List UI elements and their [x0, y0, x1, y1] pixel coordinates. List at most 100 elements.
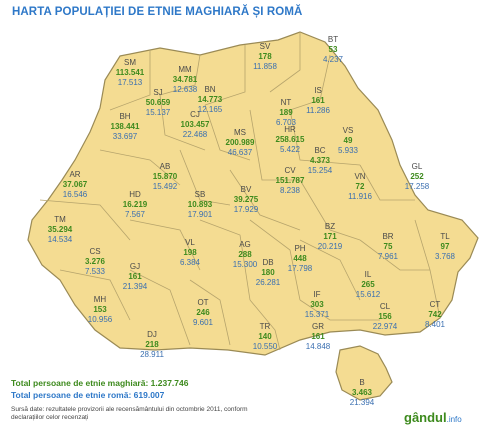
roma-count: 22.974 [372, 322, 398, 331]
roma-count: 15.137 [145, 108, 171, 117]
hungarian-count: 34.781 [172, 75, 198, 84]
county-ag: AG 288 15.300 [215, 240, 275, 270]
roma-count: 6.384 [179, 258, 201, 267]
county-bc: BC 4.373 15.254 [290, 146, 350, 176]
county-il: IL 265 15.612 [338, 270, 398, 300]
roma-count: 7.533 [84, 267, 106, 276]
roma-count: 14.848 [305, 342, 331, 351]
county-code: NT [280, 98, 292, 107]
county-sm: SM 113.541 17.513 [100, 58, 160, 88]
hungarian-count: 3.276 [84, 257, 106, 266]
roma-count: 17.798 [287, 264, 313, 273]
county-br: BR 75 7.961 [358, 232, 418, 262]
hungarian-count: 218 [145, 340, 159, 349]
roma-count: 11.916 [348, 192, 372, 201]
county-code: CJ [190, 110, 200, 119]
hungarian-count: 156 [378, 312, 392, 321]
county-gl: GL 252 17.258 [387, 162, 447, 192]
county-code: DB [262, 258, 274, 267]
romania-outline [27, 31, 479, 356]
hungarian-count: 265 [361, 280, 375, 289]
hungarian-count: 113.541 [115, 68, 145, 77]
county-gj: GJ 161 21.394 [105, 262, 165, 292]
county-nt: NT 189 6.703 [256, 98, 316, 128]
hungarian-count: 161 [128, 272, 142, 281]
roma-count: 20.219 [317, 242, 343, 251]
county-borders [39, 32, 441, 351]
hungarian-count: 252 [410, 172, 424, 181]
county-code: VS [342, 126, 354, 135]
roma-count: 22.468 [182, 130, 208, 139]
county-vl: VL 198 6.384 [160, 238, 220, 268]
county-code: CV [284, 166, 296, 175]
county-code: AB [159, 162, 171, 171]
county-bz: BZ 171 20.219 [300, 222, 360, 252]
hungarian-count: 75 [383, 242, 393, 251]
county-bh: BH 138.441 33.697 [95, 112, 155, 142]
roma-count: 6.703 [275, 118, 297, 127]
roma-count: 17.513 [117, 78, 143, 87]
county-code: SV [259, 42, 271, 51]
roma-count: 11.286 [306, 106, 330, 115]
county-code: TM [54, 215, 66, 224]
bucharest-outline [335, 345, 393, 401]
county-code: BT [327, 35, 339, 44]
county-code: HR [284, 125, 296, 134]
roma-count: 3.768 [434, 252, 456, 261]
roma-count: 5.422 [279, 145, 301, 154]
county-code: BV [240, 185, 252, 194]
county-ct: CT 742 8.401 [405, 300, 465, 330]
hungarian-count: 742 [428, 310, 442, 319]
roma-count: 10.956 [87, 315, 113, 324]
county-tr: TR 140 10.550 [235, 322, 295, 352]
county-cl: CL 156 22.974 [355, 302, 415, 332]
hungarian-count: 10.893 [187, 200, 213, 209]
county-code: BZ [324, 222, 336, 231]
hungarian-count: 3.463 [351, 388, 373, 397]
gandul-logo[interactable]: gândul.info [404, 410, 462, 425]
roma-count: 15.371 [304, 310, 330, 319]
hungarian-count: 4.373 [309, 156, 331, 165]
county-sb: SB 10.893 17.901 [170, 190, 230, 220]
county-code: BC [314, 146, 326, 155]
roma-count: 12.165 [197, 105, 223, 114]
county-code: AR [69, 170, 81, 179]
hungarian-count: 14.773 [197, 95, 223, 104]
hungarian-count: 161 [311, 332, 325, 341]
county-dj: DJ 218 28.911 [122, 330, 182, 360]
county-code: OT [197, 298, 209, 307]
map-title: HARTA POPULAȚIEI DE ETNIE MAGHIARĂ ȘI RO… [12, 6, 303, 18]
roma-count: 33.697 [112, 132, 138, 141]
hungarian-count: 180 [261, 268, 275, 277]
hungarian-count: 97 [440, 242, 450, 251]
county-code: IF [313, 290, 321, 299]
source-note: Sursă date: rezultatele provizorii ale r… [11, 406, 248, 421]
county-code: BH [119, 112, 131, 121]
county-db: DB 180 26.281 [238, 258, 298, 288]
roma-count: 7.567 [124, 210, 146, 219]
hungarian-count: 103.457 [180, 120, 210, 129]
hungarian-count: 50.659 [145, 98, 171, 107]
hungarian-count: 189 [279, 108, 293, 117]
hungarian-count: 153 [93, 305, 107, 314]
hungarian-count: 303 [310, 300, 324, 309]
roma-count: 21.394 [349, 398, 375, 407]
roma-count: 21.394 [122, 282, 148, 291]
roma-count: 4.237 [322, 55, 344, 64]
hungarian-count: 72 [355, 182, 365, 191]
county-code: MH [93, 295, 107, 304]
hungarian-count: 200.989 [225, 138, 255, 147]
county-code: TR [259, 322, 271, 331]
hungarian-count: 35.294 [47, 225, 73, 234]
roma-count: 15.254 [307, 166, 333, 175]
county-code: AG [239, 240, 251, 249]
county-bn: BN 14.773 12.165 [180, 85, 240, 115]
county-cv: CV 151.787 8.238 [260, 166, 320, 196]
total-roma: Total persoane de etnie romă: 619.007 [11, 390, 165, 400]
county-sv: SV 178 11.858 [235, 42, 295, 72]
roma-count: 9.601 [192, 318, 214, 327]
roma-count: 8.238 [279, 186, 301, 195]
county-code: PH [294, 244, 306, 253]
roma-count: 5.933 [337, 146, 359, 155]
roma-count: 17.258 [404, 182, 430, 191]
